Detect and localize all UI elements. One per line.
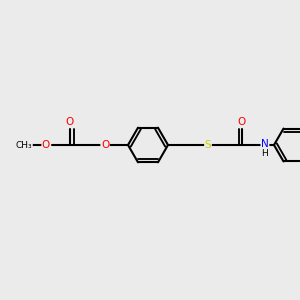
Text: S: S <box>205 140 211 150</box>
Text: O: O <box>42 140 50 150</box>
Text: O: O <box>101 140 109 150</box>
Text: N: N <box>261 139 269 149</box>
Text: O: O <box>66 117 74 127</box>
Text: H: H <box>262 148 268 158</box>
Text: CH₃: CH₃ <box>16 140 32 149</box>
Text: O: O <box>238 117 246 127</box>
